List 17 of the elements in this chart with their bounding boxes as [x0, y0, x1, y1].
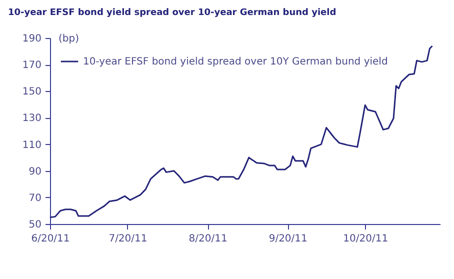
x-tick-label: 6/20/11 — [31, 234, 70, 244]
y-tick-label: 130 — [22, 113, 42, 124]
y-tick-label: 150 — [22, 86, 42, 98]
x-tick-label: 7/20/11 — [108, 234, 148, 244]
y-tick-label: 110 — [22, 140, 42, 151]
line-series — [49, 45, 433, 218]
y-tick-label: 50 — [28, 220, 42, 230]
y-axis-title: (bp) — [58, 34, 80, 44]
y-tick-label: 90 — [28, 166, 42, 178]
y-tick-label: 70 — [28, 192, 42, 204]
x-tick-label: 10/20/11 — [343, 234, 388, 244]
legend-label: 10-year EFSF bond yield spread over 10Y German bund yield — [83, 56, 388, 68]
x-tick-label: 8/20/11 — [188, 234, 228, 244]
y-tick-label: 170 — [22, 60, 42, 72]
x-tick-label: 9/20/11 — [268, 234, 308, 244]
y-tick-label: 190 — [22, 34, 42, 44]
chart-title: 10-year EFSF bond yield spread over 10-year German bund yield — [8, 8, 336, 18]
